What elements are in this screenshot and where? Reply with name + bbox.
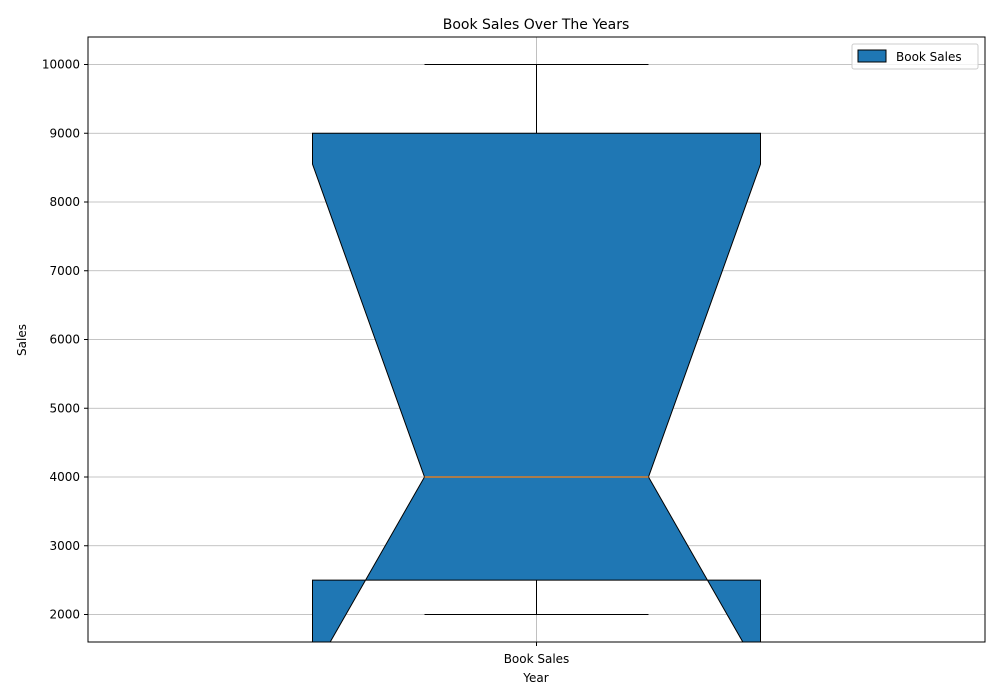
y-tick-label: 8000 [49, 195, 80, 209]
y-ticks: 2000 3000 4000 5000 6000 7000 8000 9000 10000 [42, 58, 88, 622]
y-tick-label: 10000 [42, 58, 80, 72]
box-book-sales [312, 132, 761, 642]
y-axis-label: Sales [15, 324, 29, 356]
legend: Book Sales [851, 43, 979, 70]
y-tick-label: 6000 [49, 333, 80, 347]
y-tick-label: 3000 [49, 539, 80, 553]
y-tick-label: 5000 [49, 401, 80, 415]
y-tick-label: 2000 [49, 608, 80, 622]
legend-swatch [857, 49, 887, 63]
y-tick-label: 9000 [49, 126, 80, 140]
y-tick-label: 4000 [49, 470, 80, 484]
x-tick-label: Book Sales [504, 652, 570, 666]
box-layer [312, 64, 761, 642]
x-ticks: Book Sales [504, 642, 570, 666]
legend-label: Book Sales [896, 50, 962, 64]
y-tick-label: 7000 [49, 264, 80, 278]
x-axis-label: Year [522, 671, 548, 685]
chart-title: Book Sales Over The Years [443, 17, 630, 33]
